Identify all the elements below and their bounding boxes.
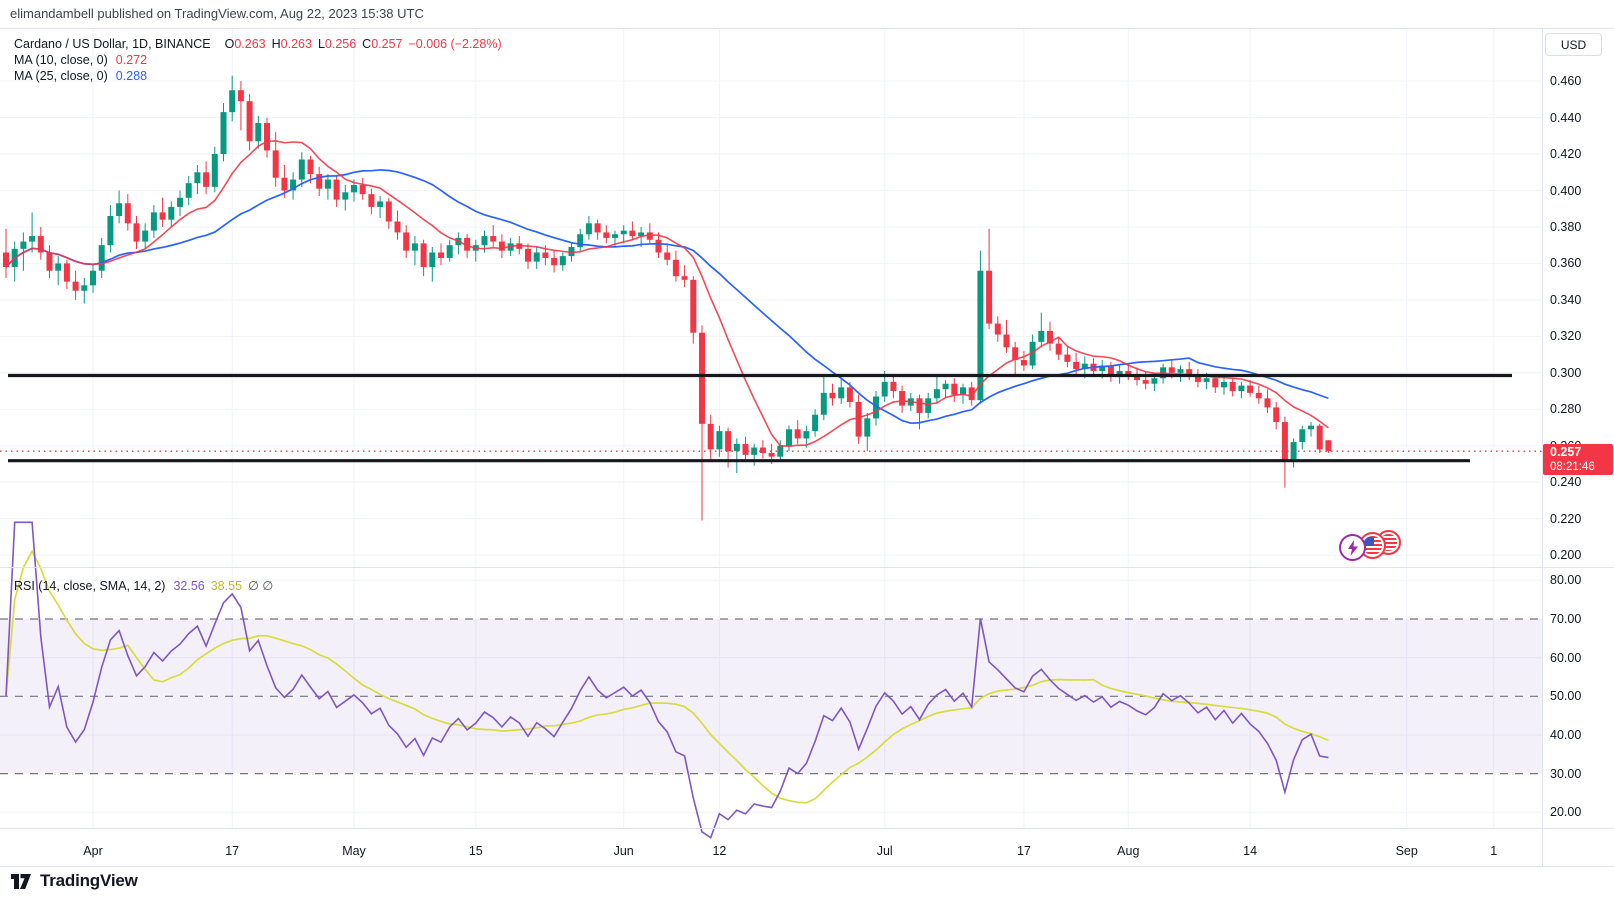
- price-tick-label: 0.240: [1550, 475, 1582, 490]
- attribution-text: elimandambell published on TradingView.c…: [10, 6, 424, 21]
- time-tick-label: Aug: [1117, 844, 1140, 858]
- price-tick-label: 0.420: [1550, 147, 1582, 162]
- us-flag: [1363, 536, 1382, 555]
- price-tick-label: 0.300: [1550, 365, 1582, 380]
- price-tick-label: 0.400: [1550, 183, 1582, 198]
- time-tick-label: 15: [468, 844, 483, 858]
- bar-close-countdown: 08:21:46: [1550, 461, 1595, 473]
- widget-top-border: [0, 28, 1614, 29]
- rsi-tick-label: 20.00: [1550, 805, 1582, 820]
- price-tick-label: 0.200: [1550, 548, 1582, 563]
- time-tick-label: 1: [1490, 844, 1498, 858]
- time-tick-label: Jul: [876, 844, 893, 858]
- last-price-badge: 0.257 08:21:46: [1543, 444, 1613, 475]
- pane-separator[interactable]: [0, 567, 1614, 568]
- price-tick-label: 0.280: [1550, 402, 1582, 417]
- price-tick-label: 0.320: [1550, 329, 1582, 344]
- rsi-tick-label: 80.00: [1550, 573, 1582, 588]
- lightning-bolt: [1347, 539, 1358, 556]
- time-tick-label: May: [342, 844, 366, 858]
- price-tick-label: 0.460: [1550, 74, 1582, 89]
- time-tick-label: Sep: [1395, 844, 1418, 858]
- price-tick-label: 0.380: [1550, 219, 1582, 234]
- time-tick-label: 12: [712, 844, 727, 858]
- lightning-icon[interactable]: [1339, 534, 1366, 561]
- currency-toggle-button[interactable]: USD: [1545, 33, 1602, 56]
- widget-bottom-border: [0, 866, 1614, 867]
- time-tick-label: 17: [225, 844, 240, 858]
- price-tick-label: 0.340: [1550, 292, 1582, 307]
- time-tick-label: Apr: [83, 844, 103, 858]
- rsi-tick-label: 60.00: [1550, 650, 1582, 665]
- price-tick-label: 0.360: [1550, 256, 1582, 271]
- footer: TradingView: [10, 871, 138, 891]
- rsi-tick-label: 70.00: [1550, 611, 1582, 626]
- time-axis-border: [0, 828, 1614, 829]
- time-tick-label: 14: [1243, 844, 1258, 858]
- rsi-tick-label: 30.00: [1550, 766, 1582, 781]
- tradingview-logo-icon[interactable]: [10, 873, 32, 890]
- rsi-tick-label: 50.00: [1550, 689, 1582, 704]
- time-tick-label: 17: [1016, 844, 1031, 858]
- price-tick-label: 0.220: [1550, 511, 1582, 526]
- tradingview-logo-text[interactable]: TradingView: [40, 871, 138, 890]
- time-tick-label: Jun: [613, 844, 634, 858]
- price-tick-label: 0.440: [1550, 110, 1582, 125]
- price-axis-border: [1542, 28, 1543, 866]
- rsi-tick-label: 40.00: [1550, 727, 1582, 742]
- last-price-value: 0.257: [1550, 445, 1582, 459]
